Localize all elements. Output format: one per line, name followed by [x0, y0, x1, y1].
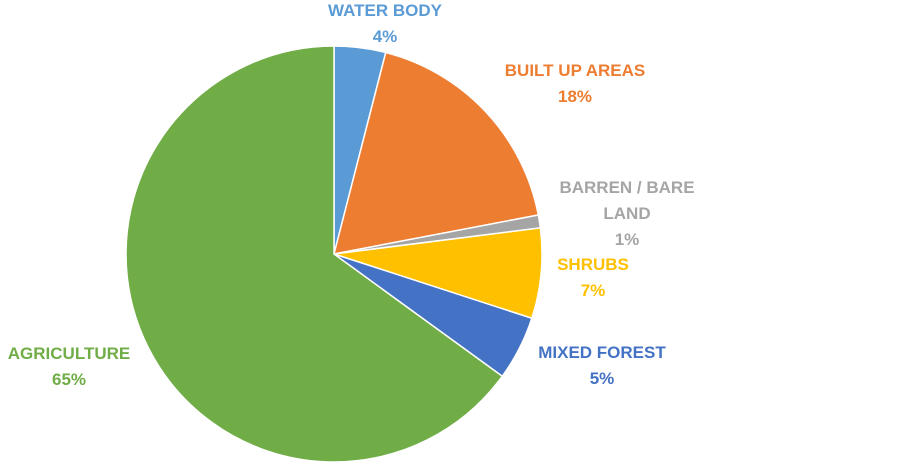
label-mixed-forest: MIXED FOREST	[538, 343, 666, 362]
label-barren-bare-land-line-2: LAND	[603, 204, 650, 223]
value-label-mixed-forest: 5%	[590, 369, 615, 388]
value-label-shrubs: 7%	[581, 281, 606, 300]
slice-agriculture	[125, 45, 504, 463]
pie-slices	[125, 45, 543, 463]
label-agriculture: AGRICULTURE	[8, 344, 130, 363]
label-water-body: WATER BODY	[328, 1, 443, 20]
value-label-barren-bare-land: 1%	[615, 230, 640, 249]
value-label-water-body: 4%	[373, 27, 398, 46]
label-barren-bare-land-line-1: BARREN / BARE	[559, 178, 694, 197]
label-built-up-areas: BUILT UP AREAS	[505, 61, 645, 80]
label-shrubs: SHRUBS	[557, 255, 629, 274]
value-label-agriculture: 65%	[52, 370, 86, 389]
pie-labels: WATER BODY 4% BUILT UP AREAS 18% BARREN / BA…	[8, 1, 695, 389]
value-label-built-up-areas: 18%	[558, 87, 592, 106]
slice-built-up-areas	[332, 51, 540, 255]
